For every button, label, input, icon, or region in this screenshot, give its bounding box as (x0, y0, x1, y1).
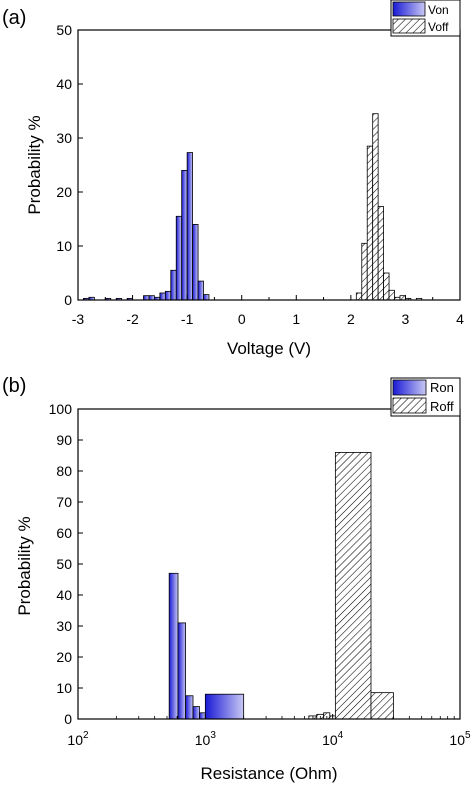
von-bar (164, 290, 172, 301)
y-tick-label: 30 (56, 618, 72, 634)
x-tick-label: 0 (238, 311, 246, 327)
y-tick-label: 0 (64, 711, 72, 727)
ron-bar (204, 693, 245, 720)
y-tick-label: 100 (49, 401, 73, 417)
x-tick-label: 1 (292, 311, 300, 327)
panel-a-label: (a) (2, 7, 26, 29)
von-bar (170, 269, 177, 301)
panel-a-bars (83, 113, 423, 301)
y-tick-label: 60 (56, 525, 72, 541)
legend-swatch-roff (392, 397, 427, 414)
panel-a-x-axis-label: Voltage (V) (227, 339, 311, 358)
x-tick-label: 103 (195, 730, 217, 748)
x-tick-label: 105 (449, 730, 471, 748)
legend-swatch-von (392, 1, 426, 17)
y-tick-label: 0 (64, 292, 72, 308)
panel-b-label: (b) (2, 375, 26, 397)
x-tick-label: 102 (67, 730, 89, 748)
panel-b-plot-frame (77, 408, 461, 720)
von-bar (148, 295, 155, 301)
panel-b-legend: Ron Roff (390, 377, 461, 417)
x-tick-label: 2 (347, 311, 355, 327)
von-bar (203, 294, 210, 301)
y-tick-label: 70 (56, 494, 72, 510)
y-tick-label: 10 (56, 680, 72, 696)
ron-bar (185, 695, 194, 720)
y-tick-label: 20 (56, 649, 72, 665)
panel-a-plot-frame (77, 29, 461, 301)
voff-bar (388, 289, 395, 301)
x-tick-label: 4 (456, 311, 464, 327)
voff-bar (377, 206, 384, 301)
legend-label-von: Von (428, 3, 449, 17)
legend-swatch-voff (392, 18, 426, 34)
x-tick-label: -3 (72, 311, 85, 327)
voff-bar (372, 113, 379, 301)
von-bar (143, 295, 150, 301)
panel-b-x-ticks: 102 103 104 105 (67, 714, 471, 748)
panel-b-y-axis-label: Probability % (15, 516, 34, 615)
roff-bar (334, 451, 372, 720)
von-bar (175, 215, 183, 301)
von-bar (181, 169, 188, 301)
y-tick-label: 80 (56, 463, 72, 479)
panel-a-x-ticks: -3 -2 -1 0 1 2 3 4 (72, 295, 464, 327)
voff-bar (383, 272, 390, 301)
y-tick-label: 40 (56, 76, 72, 92)
legend-swatch-ron (392, 379, 427, 396)
y-tick-label: 50 (56, 556, 72, 572)
von-bar (197, 280, 204, 301)
x-tick-label: -1 (181, 311, 194, 327)
von-bar (159, 292, 166, 301)
panel-a-y-ticks: 0 10 20 30 40 50 (56, 22, 83, 308)
y-tick-label: 40 (56, 587, 72, 603)
y-tick-label: 30 (56, 130, 72, 146)
von-bar (192, 223, 199, 301)
ron-bar (168, 572, 179, 720)
panel-b-y-ticks: 0 10 20 30 40 50 60 70 80 90 100 (49, 401, 83, 727)
x-tick-label: 3 (402, 311, 410, 327)
panel-b: (b) 102 103 104 105 0102030405060708090100 … (2, 375, 471, 783)
voff-bar (355, 292, 363, 301)
panel-b-bars (168, 451, 394, 720)
panel-a-y-axis-label: Probability % (25, 115, 44, 214)
panel-b-x-axis-label: Resistance (Ohm) (201, 764, 338, 783)
ron-bar (192, 706, 200, 720)
voff-bar (399, 295, 406, 301)
panel-a-legend: Von Voff (390, 0, 461, 37)
legend-label-voff: Voff (428, 20, 449, 34)
x-tick-label: -2 (126, 311, 139, 327)
legend-label-roff: Roff (430, 399, 454, 414)
voff-bar (361, 242, 368, 301)
y-tick-label: 90 (56, 432, 72, 448)
ron-bar (199, 712, 206, 720)
x-tick-label: 104 (322, 730, 344, 748)
ron-bar (177, 622, 187, 720)
y-tick-label: 10 (56, 238, 72, 254)
von-bar (186, 152, 193, 301)
voff-bar (366, 145, 374, 301)
y-tick-label: 50 (56, 22, 72, 38)
roff-bar (370, 692, 394, 720)
legend-label-ron: Ron (430, 380, 454, 395)
y-tick-label: 20 (56, 184, 72, 200)
